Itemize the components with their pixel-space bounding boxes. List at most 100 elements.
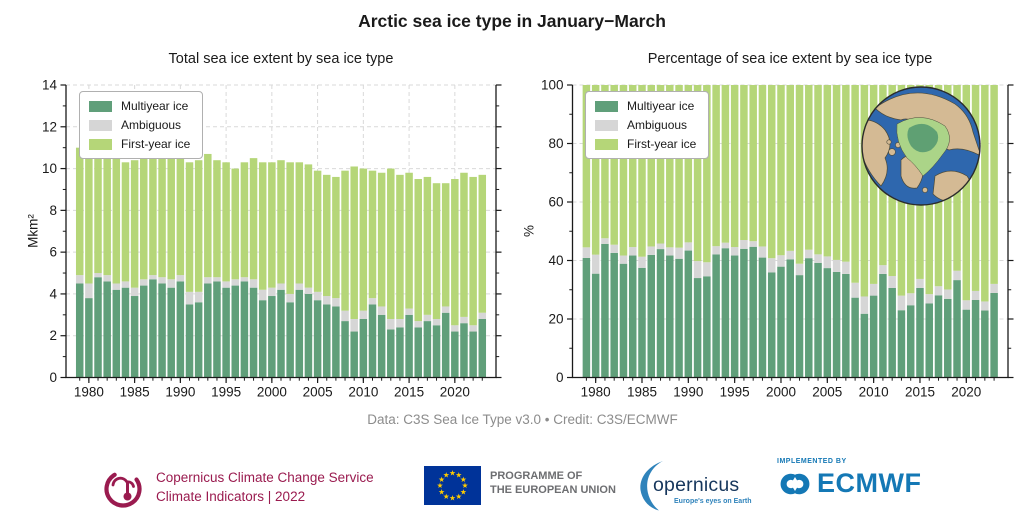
bar-segment-ambiguous <box>112 283 121 290</box>
bar-segment-multiyear-ice <box>758 257 767 378</box>
data-credit-line: Data: C3S Sea Ice Type v3.0 • Credit: C3… <box>367 412 678 427</box>
x-tick-label: 2020 <box>440 385 470 400</box>
x-tick-label: 1980 <box>581 385 611 400</box>
bar-segment-ambiguous <box>860 296 869 314</box>
bar-segment-multiyear-ice <box>176 281 185 378</box>
legend-label: Multiyear ice <box>121 99 189 113</box>
eu-star: ★ <box>443 470 450 479</box>
bar-segment-first-year-ice <box>295 162 304 284</box>
legend-item-ambiguous: Ambiguous <box>89 118 190 132</box>
eu-star: ★ <box>455 492 462 501</box>
bar-segment-multiyear-ice <box>469 331 477 378</box>
bar-segment-multiyear-ice <box>313 300 322 378</box>
bar-segment-ambiguous <box>925 294 933 304</box>
bar-segment-first-year-ice <box>451 179 459 326</box>
bar-segment-first-year-ice <box>860 85 869 297</box>
bar-segment-multiyear-ice <box>684 250 693 378</box>
bar-segment-ambiguous <box>469 325 477 332</box>
bar-segment-first-year-ice <box>869 85 878 284</box>
bar-segment-first-year-ice <box>638 85 646 257</box>
bar-segment-multiyear-ice <box>213 281 221 378</box>
bar-segment-ambiguous <box>432 319 441 326</box>
bar-segment-first-year-ice <box>981 85 989 302</box>
left-chart-legend: Multiyear ice Ambiguous First-year ice <box>79 91 204 159</box>
bar-segment-first-year-ice <box>805 85 813 250</box>
bar-segment-multiyear-ice <box>121 287 130 378</box>
first-year-ice-swatch <box>595 138 618 150</box>
bar-segment-ambiguous <box>591 254 600 274</box>
bar-segment-ambiguous <box>777 255 785 267</box>
bar-segment-ambiguous <box>916 278 924 288</box>
bar-segment-multiyear-ice <box>377 314 386 378</box>
bar-segment-multiyear-ice <box>359 319 368 378</box>
bar-segment-ambiguous <box>628 247 637 256</box>
bar-segment-ambiguous <box>693 261 702 279</box>
bar-segment-multiyear-ice <box>322 304 331 378</box>
bar-segment-multiyear-ice <box>786 259 794 378</box>
bar-segment-ambiguous <box>656 243 665 250</box>
bar-segment-multiyear-ice <box>962 309 971 378</box>
bar-segment-multiyear-ice <box>990 292 998 378</box>
bar-segment-first-year-ice <box>94 158 102 274</box>
ecmwf-interlocking-c-icon <box>780 473 810 494</box>
multiyear-ice-swatch <box>595 100 618 112</box>
bar-segment-multiyear-ice <box>740 248 748 378</box>
bar-segment-multiyear-ice <box>721 248 730 378</box>
bar-segment-multiyear-ice <box>423 321 432 378</box>
bar-segment-multiyear-ice <box>240 281 249 378</box>
y-tick-label: 4 <box>49 286 57 301</box>
x-tick-label: 2005 <box>812 385 842 400</box>
bar-segment-multiyear-ice <box>860 313 869 378</box>
bar-segment-first-year-ice <box>396 174 404 319</box>
eu-star: ★ <box>437 481 444 490</box>
x-tick-label: 1995 <box>720 385 750 400</box>
bar-segment-multiyear-ice <box>194 302 203 378</box>
bar-segment-ambiguous <box>231 279 240 286</box>
bar-segment-ambiguous <box>953 270 961 281</box>
bar-segment-multiyear-ice <box>619 263 628 378</box>
bar-segment-first-year-ice <box>795 85 804 264</box>
bar-segment-ambiguous <box>721 242 730 249</box>
bar-segment-multiyear-ice <box>916 287 924 378</box>
bar-segment-first-year-ice <box>167 156 175 280</box>
bar-segment-first-year-ice <box>158 151 166 278</box>
eu-star: ★ <box>449 494 456 503</box>
bar-segment-multiyear-ice <box>441 312 450 378</box>
bar-segment-ambiguous <box>842 261 850 274</box>
x-tick-label: 2010 <box>348 385 378 400</box>
legend-label: Ambiguous <box>627 118 688 132</box>
bar-segment-ambiguous <box>758 246 767 258</box>
bar-segment-multiyear-ice <box>94 277 102 378</box>
bar-segment-first-year-ice <box>194 160 203 292</box>
y-tick-label: 100 <box>541 78 564 93</box>
bar-segment-first-year-ice <box>387 168 395 319</box>
bar-segment-first-year-ice <box>610 85 618 245</box>
bar-segment-first-year-ice <box>140 158 148 280</box>
bar-segment-first-year-ice <box>222 162 230 282</box>
bar-segment-first-year-ice <box>432 183 441 319</box>
bar-segment-first-year-ice <box>258 162 267 290</box>
bar-segment-ambiguous <box>359 310 368 319</box>
bar-segment-multiyear-ice <box>591 273 600 378</box>
bar-segment-multiyear-ice <box>75 283 84 378</box>
bar-segment-multiyear-ice <box>888 287 896 378</box>
bar-segment-ambiguous <box>313 291 322 301</box>
bar-segment-first-year-ice <box>268 162 276 288</box>
bar-segment-multiyear-ice <box>414 327 422 378</box>
bar-segment-first-year-ice <box>693 85 702 262</box>
c3s-logo-text: Copernicus Climate Change Service Climat… <box>156 468 374 506</box>
bar-segment-first-year-ice <box>842 85 850 262</box>
bar-segment-ambiguous <box>368 298 377 305</box>
bar-segment-first-year-ice <box>619 85 628 256</box>
bar-segment-ambiguous <box>277 283 285 290</box>
bar-segment-ambiguous <box>944 289 952 299</box>
bar-segment-multiyear-ice <box>879 273 887 378</box>
bar-segment-first-year-ice <box>112 151 121 284</box>
x-tick-label: 2000 <box>766 385 796 400</box>
bar-segment-first-year-ice <box>703 85 711 263</box>
bar-segment-multiyear-ice <box>341 321 349 378</box>
bar-segment-first-year-ice <box>304 164 313 288</box>
bar-segment-multiyear-ice <box>231 285 240 378</box>
right-chart-legend: Multiyear ice Ambiguous First-year ice <box>585 91 710 159</box>
bar-segment-first-year-ice <box>684 85 693 243</box>
